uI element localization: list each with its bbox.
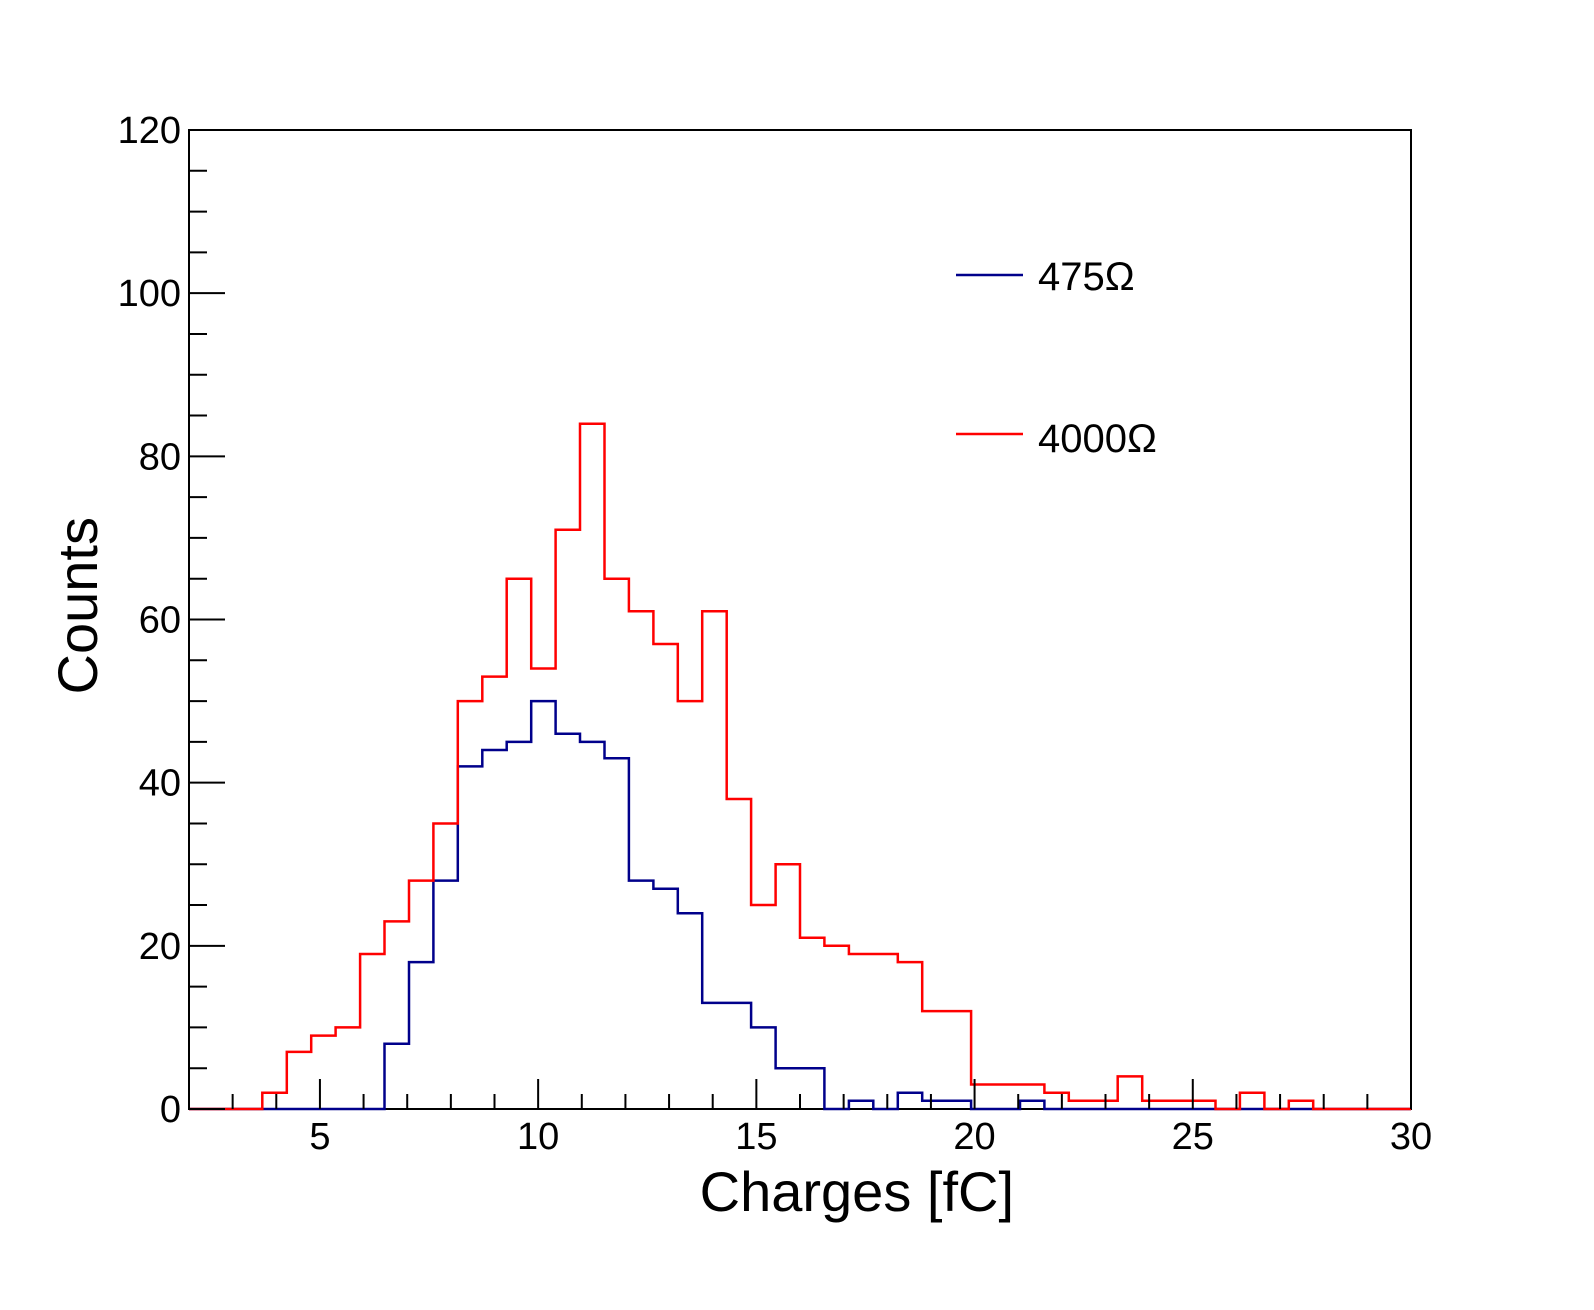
series-line — [189, 699, 1411, 1111]
x-tick-label: 10 — [517, 1116, 559, 1158]
plot-area — [188, 129, 1412, 1110]
series-layer — [189, 422, 1411, 1111]
x-tick-label: 20 — [953, 1116, 995, 1158]
legend-entry: 475Ω — [956, 255, 1135, 299]
y-tick-label: 60 — [139, 600, 181, 642]
y-tick-label: 120 — [118, 110, 181, 152]
series-line — [189, 422, 1411, 1111]
x-tick-label: 30 — [1390, 1116, 1432, 1158]
x-tick-label: 15 — [735, 1116, 777, 1158]
x-axis: 5 10 15 20 25 30 — [188, 1079, 1432, 1158]
y-tick-label: 40 — [139, 763, 181, 805]
x-axis-title: Charges [fC] — [700, 1160, 1014, 1223]
x-tick-label: 5 — [309, 1116, 330, 1158]
x-tick-label: 25 — [1172, 1116, 1214, 1158]
legend-entry: 4000Ω — [956, 417, 1157, 461]
legend-label: 4000Ω — [1038, 417, 1157, 461]
y-axis-title: Counts — [46, 517, 109, 694]
legend-label: 475Ω — [1038, 255, 1135, 299]
y-tick-label: 80 — [139, 436, 181, 478]
plot-frame — [188, 129, 1412, 1110]
y-tick-label: 0 — [160, 1089, 181, 1131]
y-axis: 0 20 40 60 80 100 120 — [118, 110, 225, 1131]
y-tick-label: 20 — [139, 926, 181, 968]
y-tick-label: 100 — [118, 273, 181, 315]
legend: 475Ω 4000Ω — [956, 255, 1157, 461]
